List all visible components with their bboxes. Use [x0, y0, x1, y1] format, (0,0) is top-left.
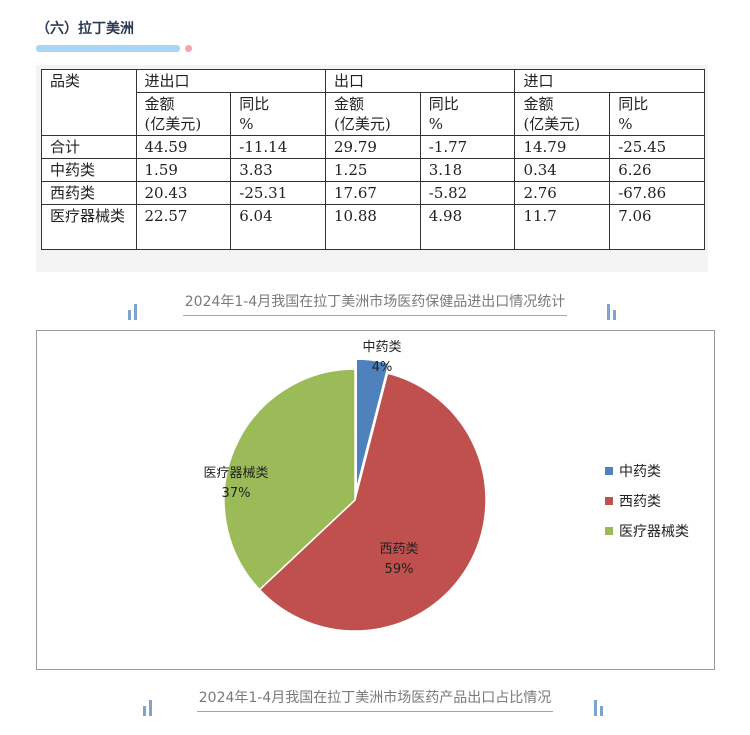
- cell-value: 2.76: [514, 181, 611, 205]
- row-category: 合计: [41, 135, 137, 159]
- subheader-yoy-unit: %: [428, 115, 444, 133]
- cell-value: 14.79: [514, 135, 611, 159]
- caption-bars-icon: [607, 302, 619, 320]
- cell-value: 10.88: [325, 204, 421, 250]
- trade-table: 品类 进出口 出口 进口 金额 (亿美元) 同比% 金额 (亿美元) 同比% 金额 (…: [41, 69, 705, 250]
- table-header-row: 品类 进出口 出口 进口: [41, 69, 705, 136]
- pie-slice-2: [258, 372, 487, 632]
- legend-swatch: [605, 527, 613, 535]
- cell-value: 44.59: [135, 135, 232, 159]
- row-category: 西药类: [41, 181, 137, 205]
- row-category: 中药类: [41, 158, 137, 182]
- slice-percent-label: 4%: [372, 360, 393, 375]
- chart-caption-text: 2024年1-4月我国在拉丁美洲市场医药产品出口占比情况: [196, 687, 554, 712]
- cell-value: 1.25: [325, 158, 421, 182]
- pie-chart-panel: 中药类 4% 西药类 59% 医疗器械类 37% 中药类 西药类 医疗器械类: [36, 330, 715, 670]
- subheader-amount: 金额 (亿美元): [325, 92, 421, 136]
- pie-slice-3: [223, 368, 356, 591]
- legend-swatch: [605, 497, 613, 505]
- cell-value: 29.79: [325, 135, 421, 159]
- slice-percent-label: 59%: [385, 562, 414, 577]
- caption-bars-icon: [143, 698, 155, 716]
- row-category: 医疗器械类: [41, 204, 137, 250]
- table-panel: 品类 进出口 出口 进口 金额 (亿美元) 同比% 金额 (亿美元) 同比% 金额 (…: [36, 65, 708, 272]
- chart-caption: 2024年1-4月我国在拉丁美洲市场医药产品出口占比情况: [0, 687, 750, 712]
- slice-percent-label: 37%: [222, 486, 251, 501]
- cell-value: 20.43: [135, 181, 232, 205]
- cell-value: -5.82: [419, 181, 516, 205]
- slice-category-label: 中药类: [362, 340, 401, 355]
- subheader-yoy: 同比%: [419, 92, 516, 136]
- header-total-trade: 进出口: [135, 69, 327, 93]
- subheader-amount-unit: (亿美元): [144, 115, 202, 133]
- caption-bars-icon: [128, 302, 140, 320]
- cell-value: 4.98: [419, 204, 516, 250]
- cell-value: 0.34: [514, 158, 611, 182]
- heading-dot-icon: [185, 45, 192, 52]
- legend-label: 中药类: [619, 464, 661, 480]
- subheader-yoy-label: 同比: [428, 95, 459, 113]
- table-caption: 2024年1-4月我国在拉丁美洲市场医药保健品进出口情况统计: [0, 291, 750, 316]
- cell-value: 11.7: [514, 204, 611, 250]
- subheader-amount-label: 金额: [523, 95, 554, 113]
- cell-value: 7.06: [609, 204, 705, 250]
- cell-value: 3.83: [230, 158, 327, 182]
- subheader-amount-unit: (亿美元): [523, 115, 581, 133]
- subheader-amount: 金额 (亿美元): [514, 92, 611, 136]
- heading-underline: [36, 45, 180, 52]
- subheader-yoy: 同比%: [230, 92, 327, 136]
- header-import: 进口: [514, 69, 705, 93]
- legend-label: 西药类: [619, 494, 661, 510]
- subheader-yoy: 同比%: [609, 92, 705, 136]
- section-heading: （六）拉丁美洲: [36, 21, 134, 37]
- table-row: 合计 44.59 -11.14 29.79 -1.77 14.79 -25.45: [41, 135, 705, 159]
- cell-value: 6.04: [230, 204, 327, 250]
- cell-value: -1.77: [419, 135, 516, 159]
- cell-value: -11.14: [230, 135, 327, 159]
- table-caption-text: 2024年1-4月我国在拉丁美洲市场医药保健品进出口情况统计: [182, 291, 568, 316]
- caption-bars-icon: [594, 698, 606, 716]
- cell-value: 3.18: [419, 158, 516, 182]
- header-export: 出口: [325, 69, 516, 93]
- table-row: 中药类 1.59 3.83 1.25 3.18 0.34 6.26: [41, 158, 705, 182]
- subheader-yoy-label: 同比: [239, 95, 270, 113]
- subheader-amount-label: 金额: [334, 95, 365, 113]
- cell-value: 6.26: [609, 158, 705, 182]
- subheader-yoy-unit: %: [618, 115, 633, 133]
- subheader-amount-unit: (亿美元): [334, 115, 391, 133]
- cell-value: -25.31: [230, 181, 327, 205]
- cell-value: 22.57: [135, 204, 232, 250]
- pie-slice-1: [355, 358, 390, 491]
- subheader-amount: 金额 (亿美元): [135, 92, 232, 136]
- slice-category-label: 医疗器械类: [203, 466, 268, 481]
- legend-swatch: [605, 467, 613, 475]
- table-subheader-row: 金额 (亿美元) 同比% 金额 (亿美元) 同比% 金额 (亿美元) 同比%: [42, 92, 705, 136]
- subheader-yoy-unit: %: [239, 115, 254, 133]
- table-row: 医疗器械类 22.57 6.04 10.88 4.98 11.7 7.06: [41, 204, 705, 250]
- subheader-amount-label: 金额: [144, 95, 175, 113]
- slice-category-label: 西药类: [379, 542, 418, 557]
- subheader-yoy-label: 同比: [618, 95, 649, 113]
- cell-value: -25.45: [609, 135, 705, 159]
- cell-value: 1.59: [135, 158, 232, 182]
- header-category: 品类: [41, 69, 137, 136]
- cell-value: -67.86: [609, 181, 705, 205]
- cell-value: 17.67: [325, 181, 421, 205]
- legend-label: 医疗器械类: [619, 524, 689, 540]
- table-row: 西药类 20.43 -25.31 17.67 -5.82 2.76 -67.86: [41, 181, 705, 205]
